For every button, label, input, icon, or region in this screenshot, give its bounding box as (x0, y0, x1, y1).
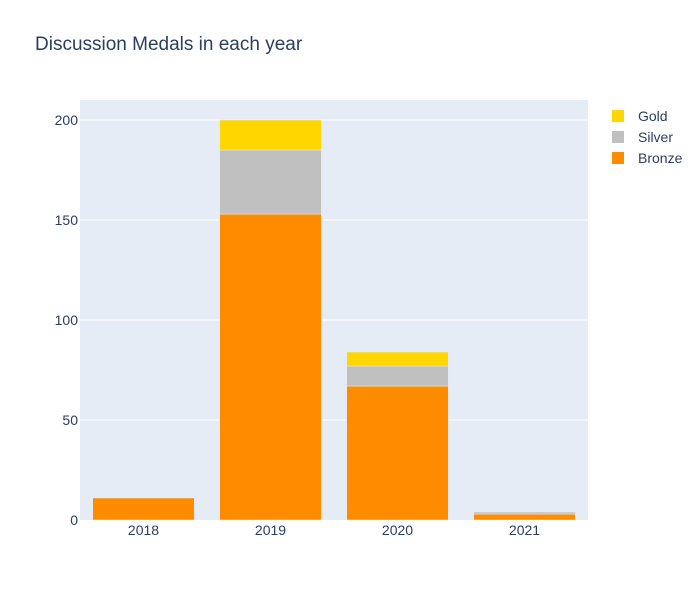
y-tick-label: 200 (55, 112, 79, 128)
legend-label-gold[interactable]: Gold (638, 108, 668, 124)
bar-gold-2020 (346, 351, 449, 367)
plot-area (80, 100, 588, 520)
bar-bronze-2019 (219, 213, 322, 521)
legend-label-bronze[interactable]: Bronze (638, 150, 683, 166)
x-tick-label: 2019 (255, 522, 286, 538)
y-axis-ticks: 0 50 100 150 200 (55, 112, 79, 528)
bar-silver-2021 (473, 511, 576, 515)
bar-bronze-2018 (92, 497, 195, 521)
bar-bronze-2020 (346, 385, 449, 521)
x-tick-label: 2021 (509, 522, 540, 538)
y-tick-label: 150 (55, 212, 79, 228)
x-axis-ticks: 2018 2019 2020 2021 (128, 522, 540, 538)
legend-label-silver[interactable]: Silver (638, 129, 673, 145)
y-tick-label: 0 (70, 512, 78, 528)
legend-swatch-bronze[interactable] (612, 152, 624, 164)
x-tick-label: 2020 (382, 522, 413, 538)
bar-bronze-2021 (473, 513, 576, 521)
legend-swatch-gold[interactable] (612, 110, 624, 122)
chart-title: Discussion Medals in each year (35, 34, 303, 55)
bar-silver-2020 (346, 365, 449, 387)
bar-silver-2019 (219, 149, 322, 215)
legend: Gold Silver Bronze (612, 108, 683, 166)
bars (92, 119, 576, 521)
bar-gold-2019 (219, 119, 322, 151)
x-tick-label: 2018 (128, 522, 159, 538)
grid-lines (80, 119, 588, 421)
y-tick-label: 100 (55, 312, 79, 328)
legend-swatch-silver[interactable] (612, 131, 624, 143)
y-tick-label: 50 (62, 412, 78, 428)
